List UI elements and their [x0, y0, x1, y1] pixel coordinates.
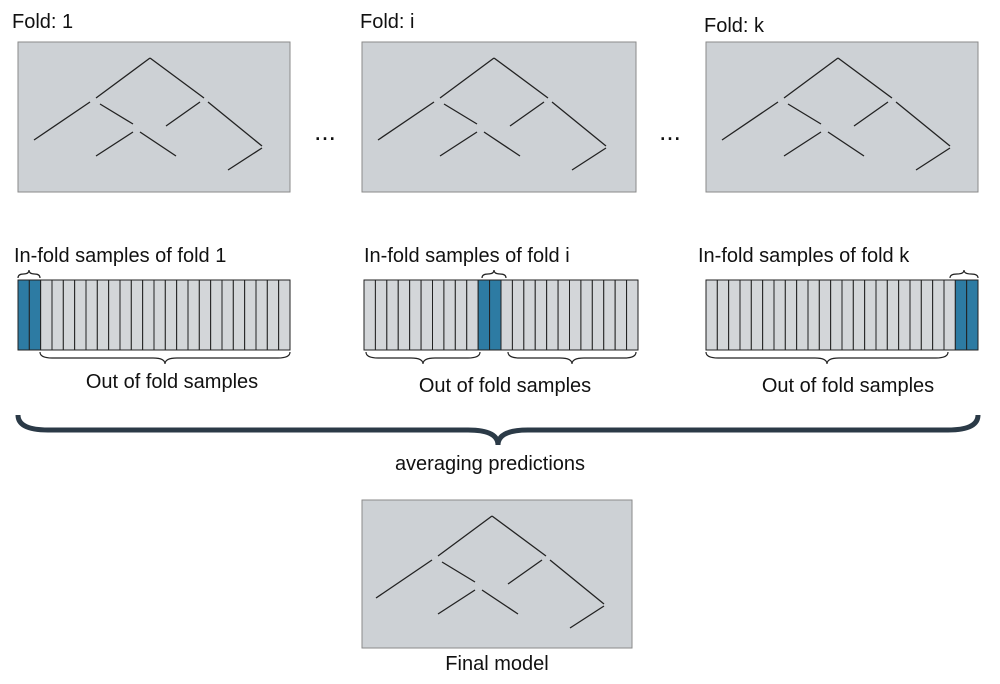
sample-cell: [153, 279, 166, 351]
sample-cell: [409, 279, 422, 351]
sample-cell: [51, 279, 64, 351]
sample-cell: [432, 279, 445, 351]
sample-cell: [266, 279, 280, 351]
sample-cell: [920, 279, 934, 351]
sample-cell: [119, 279, 132, 351]
sample-cell: [221, 279, 234, 351]
sample-cell: [830, 279, 843, 351]
in-fold-label: In-fold samples of fold i: [364, 245, 570, 267]
sample-cell: [864, 279, 877, 351]
fold-title: Fold: k: [704, 15, 765, 37]
sample-cell: [17, 279, 30, 351]
brace: [705, 351, 949, 365]
sample-cell: [773, 279, 786, 351]
sample-cell: [500, 279, 513, 351]
sample-cell: [841, 279, 854, 351]
sample-cell: [728, 279, 741, 351]
sample-cell: [232, 279, 246, 351]
sample-cell: [739, 279, 752, 351]
tree-box: [17, 41, 291, 193]
sample-cell: [374, 279, 388, 351]
sample-cell: [591, 279, 605, 351]
fold-title: Fold: 1: [12, 11, 73, 33]
brace: [17, 269, 41, 279]
sample-cell: [62, 279, 76, 351]
sample-cell: [420, 279, 434, 351]
sample-cell: [705, 279, 718, 351]
final-model-label: Final model: [445, 653, 548, 675]
sample-cell: [454, 279, 468, 351]
sample-cell: [546, 279, 559, 351]
sample-cell: [198, 279, 212, 351]
sample-cell: [932, 279, 945, 351]
sample-cell: [40, 279, 53, 351]
sample-cell: [142, 279, 155, 351]
sample-cell: [489, 279, 502, 351]
out-of-fold-label: Out of fold samples: [86, 371, 258, 393]
sample-cell: [614, 279, 628, 351]
brace: [39, 351, 291, 365]
sample-cell: [210, 279, 223, 351]
sample-cell: [875, 279, 888, 351]
sample-cell: [28, 279, 42, 351]
ellipsis: ...: [659, 116, 681, 146]
sample-cell: [534, 279, 548, 351]
out-of-fold-label: Out of fold samples: [762, 375, 934, 397]
sample-cell: [443, 279, 456, 351]
sample-cell: [626, 279, 639, 351]
sample-cell: [397, 279, 411, 351]
sample-cell: [523, 279, 536, 351]
sample-cell: [966, 279, 979, 351]
sample-cell: [784, 279, 798, 351]
sample-cell: [909, 279, 922, 351]
sample-cell: [244, 279, 257, 351]
sample-cell: [363, 279, 376, 351]
tree-box: [361, 499, 633, 649]
sample-cell: [511, 279, 525, 351]
sample-cell: [716, 279, 730, 351]
sample-cell: [796, 279, 809, 351]
sample-cell: [603, 279, 616, 351]
sample-cell: [943, 279, 956, 351]
sample-cell: [954, 279, 968, 351]
brace: [949, 269, 979, 279]
in-fold-label: In-fold samples of fold 1: [14, 245, 226, 267]
brace: [365, 351, 481, 365]
sample-cell: [74, 279, 87, 351]
tree-box: [705, 41, 979, 193]
sample-cell: [386, 279, 399, 351]
brace: [507, 351, 637, 365]
out-of-fold-label: Out of fold samples: [419, 375, 591, 397]
tree-box: [361, 41, 637, 193]
sample-cell: [852, 279, 866, 351]
sample-cell: [176, 279, 189, 351]
brace: [481, 269, 507, 279]
sample-cell: [255, 279, 268, 351]
averaging-label: averaging predictions: [395, 453, 585, 475]
ellipsis: ...: [314, 116, 336, 146]
in-fold-label: In-fold samples of fold k: [698, 245, 910, 267]
sample-cell: [580, 279, 593, 351]
sample-cell: [466, 279, 479, 351]
sample-cell: [750, 279, 764, 351]
sample-cell: [85, 279, 98, 351]
fold-title: Fold: i: [360, 11, 414, 33]
sample-cell: [818, 279, 832, 351]
sample-cell: [108, 279, 121, 351]
sample-cell: [164, 279, 178, 351]
sample-cell: [569, 279, 582, 351]
sample-cell: [557, 279, 570, 351]
sample-cell: [130, 279, 144, 351]
brace: [15, 414, 981, 446]
sample-cell: [187, 279, 200, 351]
sample-cell: [886, 279, 900, 351]
sample-cell: [762, 279, 775, 351]
sample-cell: [278, 279, 291, 351]
sample-cell: [898, 279, 911, 351]
sample-cell: [96, 279, 110, 351]
sample-cell: [477, 279, 491, 351]
sample-cell: [807, 279, 820, 351]
